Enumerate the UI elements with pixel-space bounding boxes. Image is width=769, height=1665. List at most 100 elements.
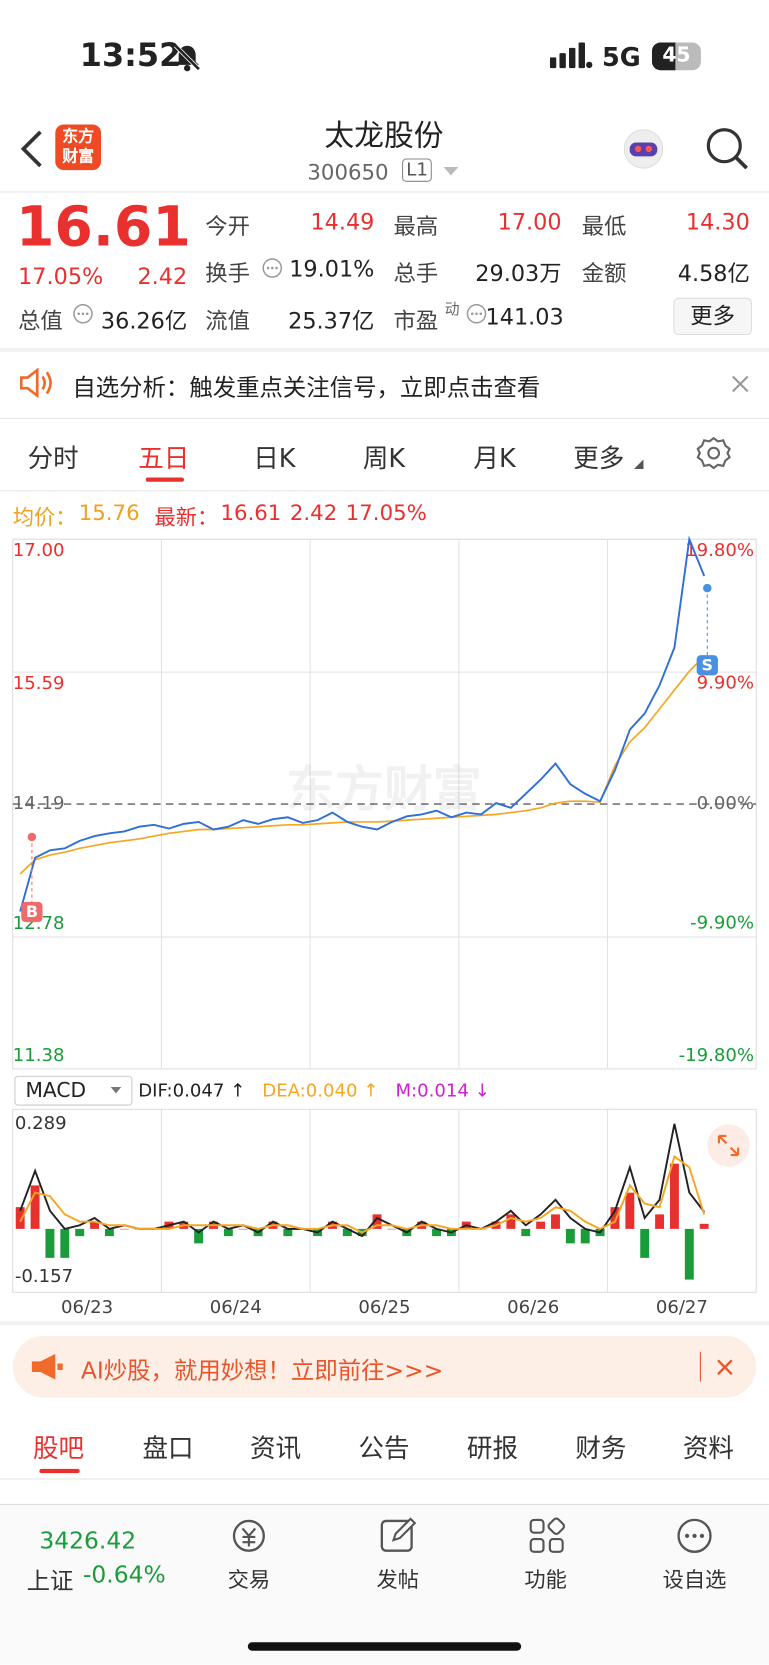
settings-button[interactable] (696, 436, 731, 470)
section-tab-active[interactable]: 股吧 (32, 1433, 85, 1464)
index-value[interactable]: 3426.42 (39, 1528, 137, 1555)
macd-bar (60, 1228, 70, 1258)
macd-bar (669, 1163, 679, 1229)
bottom-nav (0, 1503, 769, 1665)
ad-separator (699, 1351, 701, 1382)
chart-tab[interactable]: 月K (473, 443, 516, 474)
field-value: 19.01% (289, 256, 375, 282)
chart-tab[interactable]: 日K (253, 443, 296, 474)
indicator-legend: DIF:0.047 ↑ (138, 1080, 245, 1101)
logo-line: 东方 (62, 126, 95, 146)
nav-label[interactable]: 发帖 (376, 1566, 420, 1593)
function-icon[interactable] (528, 1517, 566, 1555)
divider (0, 347, 769, 353)
speaker-icon (19, 368, 52, 398)
divider (0, 1478, 769, 1480)
y-tick-label: 14.19 (13, 793, 65, 814)
watchlist-icon[interactable] (675, 1517, 713, 1555)
macd-bar (372, 1214, 382, 1229)
price-line (19, 535, 706, 912)
macd-bar (90, 1221, 100, 1229)
field-value: 25.37亿 (288, 308, 375, 334)
field-label: 最低 (581, 213, 627, 240)
dropdown-icon (443, 166, 459, 176)
expand-button[interactable] (707, 1124, 750, 1167)
dea-line (19, 1154, 706, 1234)
field-value: 29.03万 (475, 260, 562, 287)
field-label: 总值 (18, 308, 63, 334)
close-button[interactable] (731, 374, 750, 393)
change: 2.42 (137, 263, 188, 290)
index-change[interactable]: -0.64% (82, 1562, 166, 1590)
macd-bar (387, 1228, 397, 1230)
assistant-icon[interactable] (619, 126, 668, 175)
macd-bar (684, 1228, 694, 1280)
x-tick-label: 06/26 (507, 1297, 559, 1318)
expand-icon (717, 1134, 740, 1157)
chart-tab[interactable]: 分时 (27, 443, 79, 474)
field-value: 17.00 (497, 209, 562, 236)
macd-bar (342, 1228, 352, 1237)
back-button[interactable] (19, 130, 45, 168)
macd-bar (194, 1228, 204, 1244)
field-label: 流值 (205, 308, 250, 334)
post-icon[interactable] (379, 1517, 419, 1555)
field-value: 36.26亿 (100, 308, 188, 334)
macd-bar (104, 1228, 114, 1237)
info-icon[interactable] (466, 303, 487, 324)
x-tick-label: 06/25 (358, 1297, 410, 1318)
macd-frame (12, 1108, 757, 1293)
search-button[interactable] (704, 126, 751, 173)
section-tab[interactable]: 财务 (575, 1433, 627, 1464)
section-tab[interactable]: 资料 (682, 1433, 734, 1464)
macd-bar (283, 1228, 293, 1237)
info-icon[interactable] (262, 257, 283, 278)
ad-banner[interactable] (12, 1335, 757, 1398)
nav-label[interactable]: 交易 (227, 1566, 271, 1593)
signal-icon (549, 42, 593, 69)
divider (0, 490, 769, 492)
price: 16.61 (15, 195, 191, 260)
dropdown-icon (110, 1086, 122, 1094)
macd-bar (625, 1192, 635, 1229)
macd-bar (506, 1214, 516, 1229)
level-badge[interactable]: L1 (402, 158, 433, 182)
nav-label[interactable]: 设自选 (662, 1566, 727, 1593)
macd-bar (238, 1228, 248, 1230)
dif-line (19, 1123, 705, 1238)
divider (0, 417, 769, 420)
close-button[interactable] (716, 1358, 734, 1376)
macd-bar (536, 1221, 546, 1229)
chart-tab[interactable]: 更多 (573, 443, 625, 474)
chart-tab[interactable]: 周K (362, 443, 406, 474)
section-tab[interactable]: 资讯 (249, 1433, 301, 1464)
trade-icon[interactable] (230, 1517, 270, 1555)
field-label: 市盈 (393, 308, 439, 334)
section-tab[interactable]: 公告 (358, 1433, 410, 1464)
alert-text[interactable]: 自选分析：触发重点关注信号，立即点击查看 (72, 375, 541, 403)
chart: MACD 11.3812.7814.1915.5917.00-19.80%-9.… (12, 535, 757, 1318)
last-value: 16.61 (220, 499, 282, 526)
indicator-name[interactable]: MACD (26, 1078, 87, 1102)
macd-bar (30, 1185, 40, 1229)
info-icon[interactable] (72, 303, 93, 324)
index-name[interactable]: 上证 (26, 1568, 74, 1596)
trade-marker (21, 901, 43, 923)
avg-label: 均价： (12, 504, 77, 530)
section-tab[interactable]: 盘口 (142, 1433, 194, 1464)
stock-name: 太龙股份 (324, 118, 444, 154)
field-sup: 动 (444, 300, 460, 319)
y2-tick-label: 0.00% (697, 793, 754, 814)
more-button[interactable]: 更多 (673, 297, 752, 336)
indicator-select[interactable] (14, 1075, 133, 1106)
ad-text[interactable]: AI炒股，就用妙想！立即前往>>> (80, 1358, 444, 1385)
section-tab[interactable]: 研报 (466, 1433, 518, 1464)
macd-bar (15, 1207, 25, 1229)
macd-bar (432, 1228, 441, 1237)
macd-bar (119, 1228, 129, 1230)
macd-bar (580, 1228, 590, 1244)
chart-tab-active[interactable]: 五日 (138, 443, 190, 474)
nav-label[interactable]: 功能 (524, 1566, 567, 1593)
field-value: 4.58亿 (677, 260, 750, 287)
